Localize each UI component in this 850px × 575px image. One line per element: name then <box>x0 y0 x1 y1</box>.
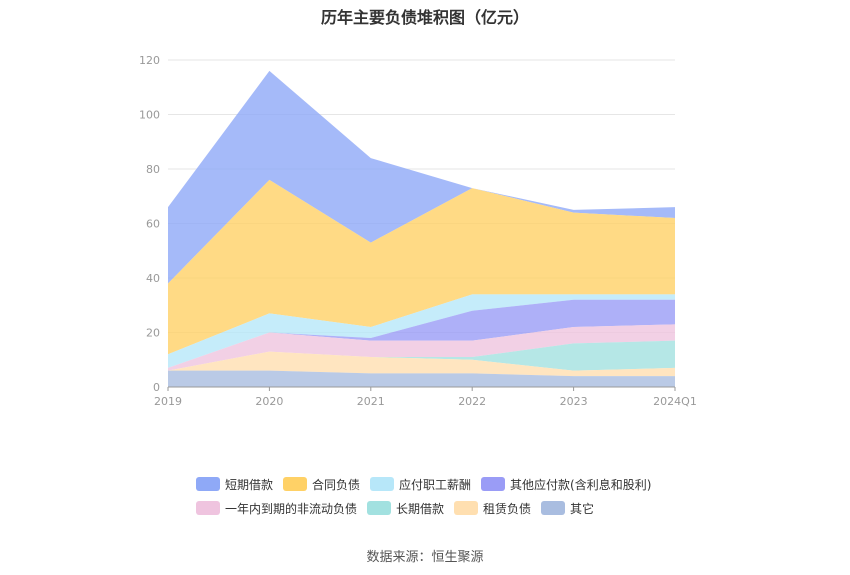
y-tick-label: 60 <box>146 218 160 231</box>
legend-label: 应付职工薪酬 <box>399 477 472 492</box>
area-series-6 <box>168 351 675 377</box>
y-tick-label: 120 <box>139 54 160 67</box>
legend-item[interactable]: 其他应付款(含利息和股利) <box>481 476 651 493</box>
x-tick-label: 2022 <box>458 395 486 408</box>
legend-item[interactable]: 租赁负债 <box>454 500 531 517</box>
x-tick-label: 2020 <box>255 395 283 408</box>
legend-item[interactable]: 合同负债 <box>283 476 360 493</box>
chart-title: 历年主要负债堆积图（亿元） <box>320 8 529 27</box>
area-series-2 <box>168 294 675 368</box>
legend-swatch <box>541 501 566 515</box>
stacked-area-chart: 0 20 40 60 80 100 120 2019 2020 2021 2022 2023 2024Q… <box>139 54 697 408</box>
x-tick-label: 2019 <box>154 395 182 408</box>
legend-row: 短期借款 合同负债 应付职工薪酬 其他应付款(含利息和股利) <box>196 472 676 496</box>
legend-label: 一年内到期的非流动负债 <box>225 501 358 516</box>
legend-swatch <box>283 477 308 491</box>
legend-swatch <box>367 501 392 515</box>
legend-item[interactable]: 一年内到期的非流动负债 <box>196 500 357 517</box>
legend-label: 长期借款 <box>396 501 445 516</box>
legend-label: 其他应付款(含利息和股利) <box>510 477 652 492</box>
legend-label: 其它 <box>570 501 595 516</box>
legend-label: 合同负债 <box>312 477 361 492</box>
area-series-4 <box>168 324 675 371</box>
y-tick-label: 0 <box>153 381 160 394</box>
legend-item[interactable]: 长期借款 <box>367 500 444 517</box>
legend-swatch <box>196 477 220 491</box>
axis-layer: 0 20 40 60 80 100 120 2019 2020 2021 2022 2023 2024Q… <box>139 54 697 408</box>
legend-row: 一年内到期的非流动负债 长期借款 租赁负债 其它 <box>196 496 676 520</box>
y-tick-label: 80 <box>146 163 160 176</box>
x-tick-label: 2023 <box>560 395 588 408</box>
y-tick-label: 100 <box>139 109 160 122</box>
area-series-1 <box>168 179 675 355</box>
legend-swatch <box>370 477 395 491</box>
area-series-3 <box>168 299 675 368</box>
area-series-5 <box>168 340 675 371</box>
y-tick-label: 20 <box>146 327 160 340</box>
legend-item[interactable]: 应付职工薪酬 <box>370 476 471 493</box>
x-tick-label: 2021 <box>357 395 385 408</box>
legend-item[interactable]: 其它 <box>541 500 594 517</box>
y-tick-label: 40 <box>146 272 160 285</box>
area-layer <box>168 70 675 387</box>
area-series-0 <box>168 70 675 284</box>
legend-label: 短期借款 <box>225 477 274 492</box>
x-tick-label: 2024Q1 <box>653 395 697 408</box>
legend-swatch <box>481 477 506 491</box>
legend-label: 租赁负债 <box>483 501 532 516</box>
area-series-7 <box>168 370 675 387</box>
legend-swatch <box>454 501 479 515</box>
legend-swatch <box>196 501 220 515</box>
data-source-note: 数据来源：恒生聚源 <box>366 550 484 565</box>
legend: 短期借款 合同负债 应付职工薪酬 其他应付款(含利息和股利) 一年内到期的非流动负债 长… <box>196 472 676 520</box>
legend-item[interactable]: 短期借款 <box>196 476 273 493</box>
